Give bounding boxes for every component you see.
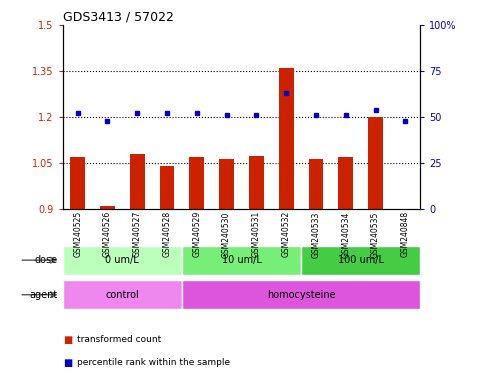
Text: GSM240535: GSM240535	[371, 211, 380, 258]
Bar	[301, 246, 420, 275]
Text: GSM240532: GSM240532	[282, 211, 291, 257]
Text: GSM240528: GSM240528	[163, 211, 171, 257]
Text: GDS3413 / 57022: GDS3413 / 57022	[63, 11, 174, 24]
Bar	[189, 157, 204, 209]
Text: percentile rank within the sample: percentile rank within the sample	[77, 358, 230, 367]
Text: GSM240848: GSM240848	[401, 211, 410, 257]
Bar	[70, 157, 85, 209]
Bar	[182, 280, 420, 309]
Text: GSM240534: GSM240534	[341, 211, 350, 258]
Text: control: control	[105, 290, 139, 300]
Bar	[130, 154, 145, 209]
Bar	[338, 157, 353, 209]
Text: agent: agent	[30, 290, 58, 300]
Bar	[159, 166, 174, 209]
Text: GSM240530: GSM240530	[222, 211, 231, 258]
Bar	[182, 246, 301, 275]
Text: GSM240527: GSM240527	[133, 211, 142, 257]
Bar	[368, 117, 383, 209]
Text: homocysteine: homocysteine	[267, 290, 335, 300]
Bar	[249, 156, 264, 209]
Text: 10 um/L: 10 um/L	[222, 255, 261, 265]
Text: 0 um/L: 0 um/L	[105, 255, 139, 265]
Text: dose: dose	[35, 255, 58, 265]
Text: GSM240525: GSM240525	[73, 211, 82, 257]
Bar	[279, 68, 294, 209]
Text: GSM240531: GSM240531	[252, 211, 261, 257]
Text: ■: ■	[63, 335, 72, 345]
Bar	[63, 280, 182, 309]
Text: GSM240533: GSM240533	[312, 211, 320, 258]
Text: transformed count: transformed count	[77, 335, 161, 344]
Text: ■: ■	[63, 358, 72, 368]
Bar	[309, 159, 324, 209]
Bar	[63, 246, 182, 275]
Bar	[100, 206, 115, 209]
Text: GSM240529: GSM240529	[192, 211, 201, 257]
Text: GSM240526: GSM240526	[103, 211, 112, 257]
Text: 100 um/L: 100 um/L	[338, 255, 384, 265]
Bar	[219, 159, 234, 209]
